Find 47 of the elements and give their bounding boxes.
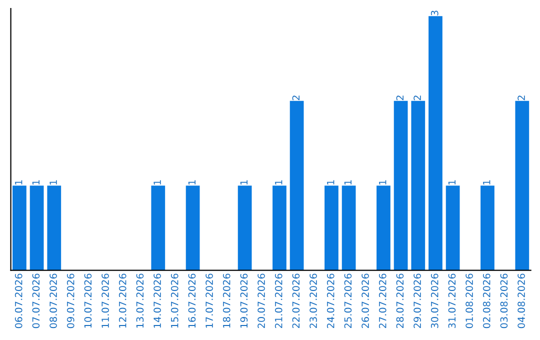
x-tick-label: 22.07.2026 bbox=[292, 274, 300, 328]
x-tick-label: 06.07.2026 bbox=[14, 274, 22, 328]
data-label: 1 bbox=[15, 180, 22, 185]
data-label: 1 bbox=[32, 180, 40, 185]
x-tick-label: 17.07.2026 bbox=[206, 274, 213, 328]
x-tick-label: 08.07.2026 bbox=[50, 274, 57, 328]
x-tick-label: 01.08.2026 bbox=[466, 274, 473, 328]
x-tick-label: 21.07.2026 bbox=[274, 274, 282, 328]
data-label: 2 bbox=[414, 96, 421, 100]
data-label: 3 bbox=[430, 10, 438, 16]
x-tick-label: 28.07.2026 bbox=[396, 274, 404, 328]
x-tick-label: 12.07.2026 bbox=[118, 274, 126, 328]
x-tick-label: 19.07.2026 bbox=[240, 274, 248, 328]
x-tick-label: 24.07.2026 bbox=[326, 274, 334, 328]
x-tick-label: 10.07.2026 bbox=[84, 274, 92, 328]
x-tick-label: 04.08.2026 bbox=[518, 274, 525, 328]
data-label: 2 bbox=[518, 96, 525, 100]
data-label: 1 bbox=[379, 180, 386, 185]
x-tick-label: 25.07.2026 bbox=[344, 274, 352, 328]
data-label: 1 bbox=[50, 180, 57, 185]
x-tick-label: 27.07.2026 bbox=[378, 274, 386, 328]
x-tick-label: 11.07.2026 bbox=[102, 274, 109, 328]
x-tick-label: 16.07.2026 bbox=[188, 274, 196, 328]
data-label: 2 bbox=[292, 96, 300, 100]
x-tick-label: 03.08.2026 bbox=[500, 274, 508, 328]
x-tick-label: 07.07.2026 bbox=[32, 274, 40, 328]
x-tick-label: 13.07.2026 bbox=[136, 274, 144, 328]
data-label: 1 bbox=[483, 180, 490, 185]
x-tick-label: 23.07.2026 bbox=[310, 274, 317, 328]
data-label: 1 bbox=[275, 180, 282, 185]
data-label: 1 bbox=[327, 180, 334, 185]
x-tick-label: 15.07.2026 bbox=[170, 274, 178, 328]
x-tick-label: 29.07.2026 bbox=[414, 274, 421, 328]
data-label: 1 bbox=[188, 180, 196, 185]
x-tick-label: 20.07.2026 bbox=[258, 274, 265, 328]
data-label: 2 bbox=[396, 96, 404, 100]
x-tick-label: 02.08.2026 bbox=[482, 274, 490, 328]
x-tick-label: 18.07.2026 bbox=[222, 274, 230, 328]
x-tick-label: 26.07.2026 bbox=[362, 274, 369, 328]
x-tick-label: 30.07.2026 bbox=[430, 274, 438, 328]
data-label: 1 bbox=[240, 180, 248, 185]
data-label: 1 bbox=[344, 180, 352, 185]
data-label: 1 bbox=[154, 180, 161, 185]
x-tick-label: 14.07.2026 bbox=[154, 274, 161, 328]
data-label: 1 bbox=[448, 180, 456, 185]
x-tick-label: 31.07.2026 bbox=[448, 274, 456, 328]
x-tick-label: 09.07.2026 bbox=[66, 274, 74, 328]
